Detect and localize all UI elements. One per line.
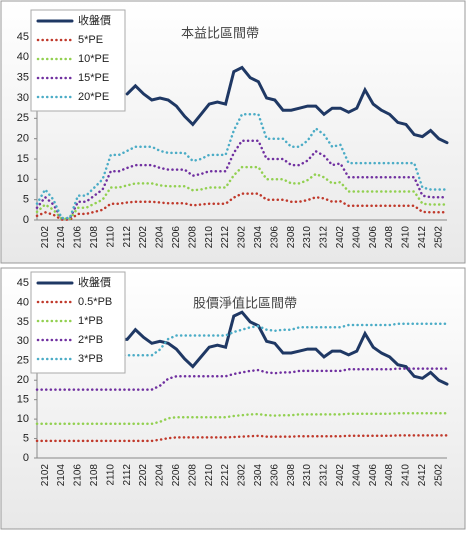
y-tick-label: 45	[17, 277, 29, 289]
x-tick-label: 2404	[351, 464, 362, 487]
chart-title: 股價淨值比區間帶	[193, 295, 297, 310]
x-tick-label: 2408	[384, 226, 395, 249]
x-tick-label: 2210	[204, 464, 215, 487]
x-tick-label: 2212	[220, 226, 231, 249]
y-tick-label: 10	[17, 173, 29, 185]
legend-label: 5*PE	[78, 34, 103, 46]
x-tick-label: 2104	[56, 226, 67, 249]
x-tick-label: 2304	[253, 226, 264, 249]
y-tick-label: 5	[23, 432, 29, 444]
y-tick-label: 30	[17, 335, 29, 347]
y-tick-label: 40	[17, 51, 29, 63]
x-tick-label: 2412	[417, 464, 428, 487]
x-tick-label: 2210	[204, 226, 215, 249]
x-tick-label: 2406	[368, 464, 379, 487]
x-tick-label: 2202	[138, 464, 149, 487]
legend-label: 2*PB	[78, 334, 103, 346]
x-tick-label: 2102	[40, 464, 51, 487]
legend-label: 20*PE	[78, 91, 109, 103]
legend-label: 1*PB	[78, 315, 103, 327]
y-tick-label: 0	[23, 452, 29, 464]
y-tick-label: 10	[17, 413, 29, 425]
x-tick-label: 2206	[171, 464, 182, 487]
x-tick-label: 2202	[138, 226, 149, 249]
x-tick-label: 2312	[319, 464, 330, 487]
x-tick-label: 2106	[73, 226, 84, 249]
x-tick-label: 2110	[105, 226, 116, 248]
y-tick-label: 0	[23, 214, 29, 226]
x-tick-label: 2312	[319, 226, 330, 249]
series-line	[35, 192, 449, 221]
x-tick-label: 2204	[155, 226, 166, 249]
x-tick-label: 2404	[351, 226, 362, 249]
x-tick-label: 2310	[302, 226, 313, 249]
y-tick-label: 15	[17, 153, 29, 165]
x-tick-label: 2212	[220, 464, 231, 487]
legend-label: 3*PB	[78, 353, 103, 365]
y-tick-label: 20	[17, 374, 29, 386]
series-line	[35, 412, 449, 426]
x-tick-label: 2502	[433, 464, 444, 487]
x-tick-label: 2304	[253, 464, 264, 487]
legend-label: 10*PE	[78, 53, 109, 65]
x-tick-label: 2112	[122, 464, 133, 486]
legend	[30, 271, 126, 374]
x-tick-label: 2110	[105, 464, 116, 486]
x-tick-label: 2302	[237, 226, 248, 249]
x-tick-label: 2306	[269, 226, 280, 249]
legend-label: 收盤價	[78, 13, 111, 27]
x-tick-label: 2406	[368, 226, 379, 249]
series-line	[35, 367, 449, 391]
y-tick-label: 30	[17, 92, 29, 104]
y-tick-label: 40	[17, 296, 29, 308]
x-tick-label: 2302	[237, 464, 248, 487]
x-tick-label: 2106	[73, 464, 84, 487]
x-tick-label: 2108	[89, 464, 100, 487]
y-tick-label: 20	[17, 133, 29, 145]
x-tick-label: 2208	[187, 464, 198, 487]
y-tick-label: 5	[23, 194, 29, 206]
x-tick-label: 2102	[40, 226, 51, 249]
x-tick-label: 2412	[417, 226, 428, 249]
legend-label: 15*PE	[78, 72, 109, 84]
y-tick-label: 35	[17, 316, 29, 328]
x-tick-label: 2204	[155, 464, 166, 487]
x-tick-label: 2402	[335, 226, 346, 249]
x-tick-label: 2206	[171, 226, 182, 249]
x-tick-label: 2308	[286, 226, 297, 249]
x-tick-label: 2502	[433, 226, 444, 249]
y-tick-label: 25	[17, 112, 29, 124]
y-tick-label: 45	[17, 31, 29, 43]
x-tick-label: 2410	[401, 226, 412, 249]
series-line	[35, 113, 449, 220]
x-tick-label: 2112	[122, 226, 133, 248]
x-tick-label: 2108	[89, 226, 100, 249]
y-tick-label: 35	[17, 72, 29, 84]
x-tick-label: 2208	[187, 226, 198, 249]
legend	[30, 9, 126, 112]
series-line	[125, 65, 449, 145]
x-tick-label: 2310	[302, 464, 313, 487]
x-tick-label: 2408	[384, 464, 395, 487]
x-tick-label: 2402	[335, 464, 346, 487]
chart-title: 本益比區間帶	[181, 25, 259, 40]
legend-label: 收盤價	[78, 275, 111, 289]
x-tick-label: 2410	[401, 464, 412, 487]
x-tick-label: 2308	[286, 464, 297, 487]
series-line	[35, 165, 449, 221]
x-tick-label: 2306	[269, 464, 280, 487]
y-tick-label: 25	[17, 355, 29, 367]
series-line	[35, 434, 449, 443]
x-tick-label: 2104	[56, 464, 67, 487]
legend-label: 0.5*PB	[78, 296, 112, 308]
y-tick-label: 15	[17, 394, 29, 406]
